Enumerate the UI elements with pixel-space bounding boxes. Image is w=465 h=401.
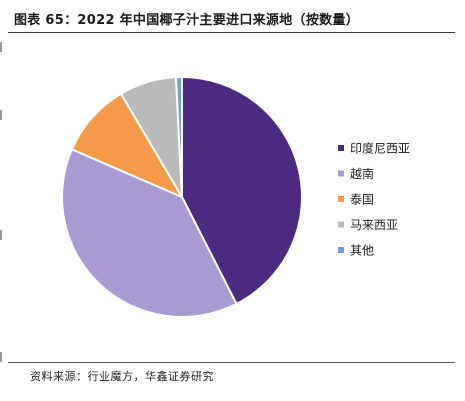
legend-label-2: 越南	[350, 166, 374, 181]
pie-slice-2	[61, 148, 238, 318]
pie-slice-1	[181, 76, 303, 305]
pie-slice-5	[174, 75, 183, 198]
source-note: 资料来源：行业魔方，华鑫证券研究	[30, 370, 214, 383]
legend-label-1: 印度尼西亚	[350, 141, 410, 156]
legend-swatch-2	[338, 170, 344, 177]
legend-swatch-3	[338, 196, 344, 202]
margin-tick	[0, 230, 2, 240]
legend-swatch-5	[338, 247, 344, 253]
legend-swatch-1	[338, 145, 344, 151]
legend-swatch-4	[338, 221, 344, 228]
margin-tick	[0, 42, 2, 52]
legend-label-5: 其他	[350, 244, 374, 258]
legend-label-3: 泰国	[350, 193, 374, 207]
pie-slice-3	[70, 92, 183, 198]
pie-slices	[61, 75, 303, 318]
legend-label-4: 马来西亚	[350, 218, 398, 232]
title-divider	[8, 32, 455, 33]
margin-tick	[0, 352, 2, 362]
margin-tick	[0, 110, 2, 120]
figure-title: 图表 65：2022 年中国椰子汁主要进口来源地（按数量）	[14, 13, 360, 28]
source-divider	[8, 362, 455, 363]
